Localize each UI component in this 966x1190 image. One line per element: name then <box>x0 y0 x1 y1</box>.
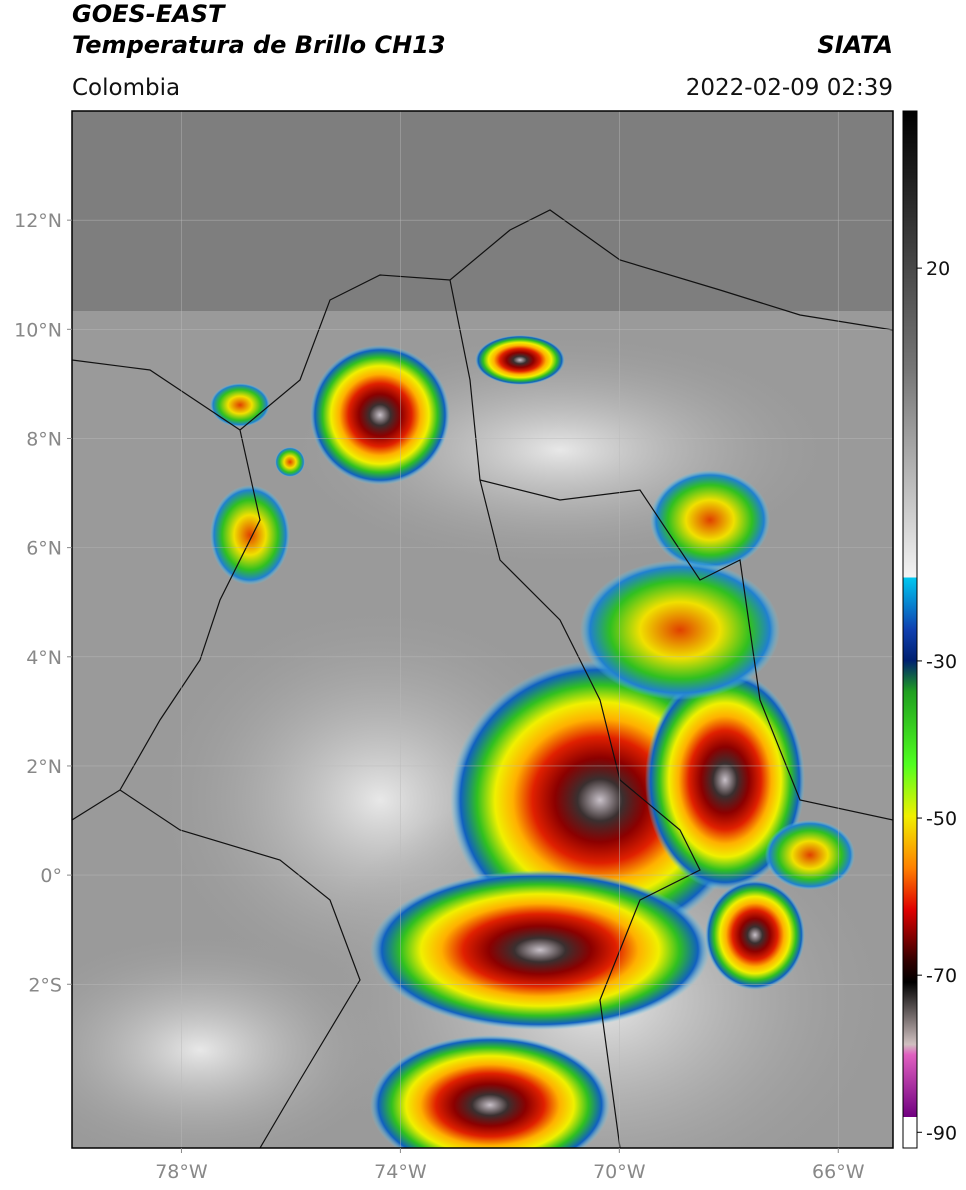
x-tick-label: 74°W <box>374 1161 427 1183</box>
y-tick-label: 10°N <box>14 319 62 341</box>
x-tick-label: 66°W <box>812 1161 865 1183</box>
y-tick-label: 2°N <box>26 756 62 778</box>
y-tick-label: 0° <box>40 865 62 887</box>
colorbar-tick-label: -50 <box>926 808 957 830</box>
colorbar-tick-label: -70 <box>926 965 957 987</box>
ticks: 78°W 74°W 70°W 66°W 12°N 10°N 8°N 6°N 4°N 2°N 0° 2°… <box>14 210 957 1183</box>
colorbar-tick-label: -30 <box>926 651 957 673</box>
y-tick-label: 6°N <box>26 538 62 560</box>
grid <box>72 111 893 1148</box>
colorbar <box>902 110 918 1149</box>
subtitle: Temperatura de Brillo CH13 <box>72 31 446 59</box>
datetime: 2022-02-09 02:39 <box>686 75 893 101</box>
colorbar-tick-label: -90 <box>926 1122 957 1144</box>
y-tick-label: 12°N <box>14 210 62 232</box>
region: Colombia <box>72 75 180 101</box>
x-tick-label: 70°W <box>593 1161 646 1183</box>
x-tick-label: 78°W <box>155 1161 208 1183</box>
y-tick-label: 4°N <box>26 647 62 669</box>
y-tick-label: 8°N <box>26 428 62 450</box>
satellite-image <box>72 111 893 1148</box>
title: GOES-EAST <box>72 0 226 28</box>
source: SIATA <box>817 31 893 59</box>
colorbar-tick-label: 20 <box>926 258 950 280</box>
map-frame <box>71 110 894 1149</box>
y-tick-label: 2°S <box>28 974 62 996</box>
